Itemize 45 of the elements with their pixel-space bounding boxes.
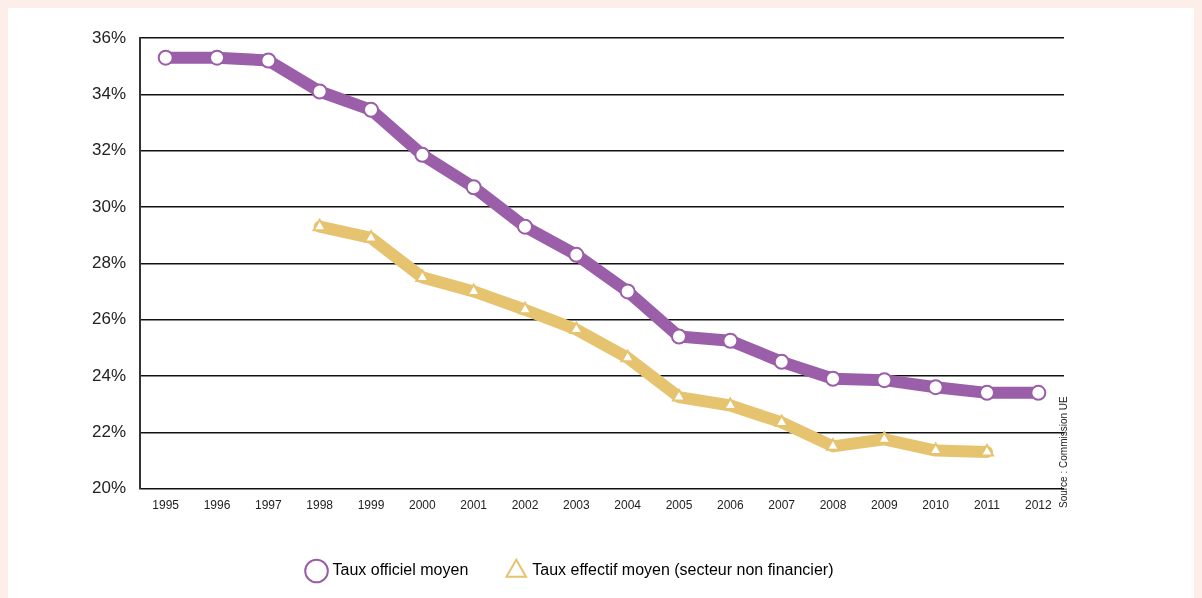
legend-label: Taux effectif moyen (secteur non financier) xyxy=(532,561,834,579)
point xyxy=(465,179,482,196)
point xyxy=(927,379,944,396)
x-tick-label: 1998 xyxy=(306,498,334,513)
point xyxy=(773,353,790,370)
y-tick-label: 22% xyxy=(91,421,127,441)
x-tick-label: 2005 xyxy=(665,498,693,513)
point xyxy=(157,49,174,66)
legend-label: Taux officiel moyen xyxy=(332,561,469,579)
x-tick-label: 2000 xyxy=(409,498,437,513)
x-tick-label: 2011 xyxy=(974,498,1001,513)
point xyxy=(876,372,893,389)
point xyxy=(517,218,534,235)
point xyxy=(979,384,995,401)
point xyxy=(414,146,431,163)
y-tick-label: 34% xyxy=(91,84,127,104)
y-tick-label: 36% xyxy=(91,27,127,47)
y-tick-label: 26% xyxy=(91,309,127,329)
point xyxy=(260,52,277,69)
x-tick-label: 2002 xyxy=(511,498,539,513)
x-tick-label: 2001 xyxy=(460,498,488,513)
y-tick-label: 28% xyxy=(91,252,127,272)
y-tick-label: 20% xyxy=(91,478,127,498)
x-tick-label: 1996 xyxy=(203,498,231,513)
x-tick-label: 2006 xyxy=(716,498,745,513)
point xyxy=(311,83,328,100)
x-tick-label: 2012 xyxy=(1024,498,1052,513)
point xyxy=(1030,384,1047,401)
y-tick-label: 32% xyxy=(91,140,127,160)
x-tick-label: 1997 xyxy=(255,498,283,513)
point xyxy=(568,246,585,263)
x-tick-label: 2009 xyxy=(870,498,899,513)
point xyxy=(619,283,636,300)
point xyxy=(363,101,380,118)
y-tick-label: 30% xyxy=(91,196,127,216)
y-tick-label: 24% xyxy=(91,365,127,385)
x-tick-label: 1999 xyxy=(357,498,385,513)
x-tick-label: 2007 xyxy=(768,498,796,513)
x-tick-label: 2008 xyxy=(819,498,847,513)
x-tick-label: 2004 xyxy=(614,498,642,513)
x-tick-label: 2003 xyxy=(562,498,591,513)
point xyxy=(722,332,739,349)
annotation: Source : Commission UE xyxy=(1058,395,1070,508)
x-tick-label: 2010 xyxy=(922,498,950,513)
x-tick-label: 1995 xyxy=(152,498,180,513)
